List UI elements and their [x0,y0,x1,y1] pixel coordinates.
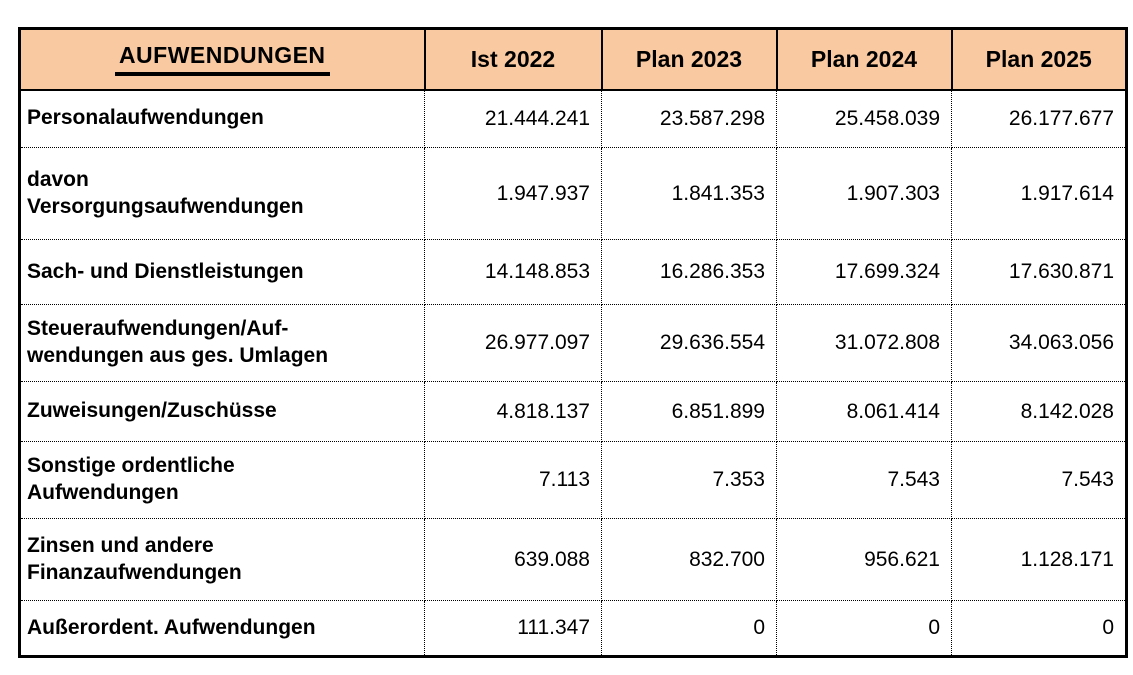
table-row: Sach- und Dienstleistungen 14.148.853 16… [19,239,1127,305]
value-cell: 1.128.171 [951,518,1127,601]
value-cell: 7.113 [424,441,602,519]
value-cell: 0 [776,600,952,657]
value-cell: 17.630.871 [951,239,1127,305]
value-cell: 1.907.303 [776,147,952,240]
value-cell: 31.072.808 [776,304,952,382]
value-cell: 4.818.137 [424,381,602,442]
value-cell: 29.636.554 [601,304,777,382]
table-row: Zinsen und andere Finanzaufwendungen 639… [19,518,1127,601]
value-cell: 8.061.414 [776,381,952,442]
header-cell-plan-2024: Plan 2024 [775,27,953,91]
value-cell: 21.444.241 [424,89,602,148]
row-label-sonstige-ordentliche: Sonstige ordentliche Aufwendungen [19,441,425,519]
value-cell: 26.177.677 [951,89,1127,148]
header-cell-aufwendungen: AUFWENDUNGEN [18,27,426,91]
value-cell: 14.148.853 [424,239,602,305]
value-cell: 23.587.298 [601,89,777,148]
value-cell: 639.088 [424,518,602,601]
table-row: Sonstige ordentliche Aufwendungen 7.113 … [19,441,1127,519]
header-cell-ist-2022: Ist 2022 [423,27,603,91]
row-label-zuweisungen-zuschuesse: Zuweisungen/Zuschüsse [19,381,425,442]
table-row: Steueraufwendungen/Auf- wendungen aus ge… [19,304,1127,382]
value-cell: 0 [951,600,1127,657]
value-cell: 17.699.324 [776,239,952,305]
value-cell: 1.917.614 [951,147,1127,240]
aufwendungen-table: AUFWENDUNGEN Ist 2022 Plan 2023 Plan 202… [18,27,1128,658]
value-cell: 832.700 [601,518,777,601]
header-cell-plan-2023: Plan 2023 [600,27,778,91]
row-label-steueraufwendungen: Steueraufwendungen/Auf- wendungen aus ge… [19,304,425,382]
row-label-sach-und-dienstleistungen: Sach- und Dienstleistungen [19,239,425,305]
value-cell: 8.142.028 [951,381,1127,442]
value-cell: 1.947.937 [424,147,602,240]
value-cell: 6.851.899 [601,381,777,442]
value-cell: 111.347 [424,600,602,657]
row-label-zinsen-finanzaufwendungen: Zinsen und andere Finanzaufwendungen [19,518,425,601]
value-cell: 7.543 [776,441,952,519]
value-cell: 34.063.056 [951,304,1127,382]
value-cell: 16.286.353 [601,239,777,305]
value-cell: 7.353 [601,441,777,519]
value-cell: 26.977.097 [424,304,602,382]
table-row: Personalaufwendungen 21.444.241 23.587.2… [19,89,1127,148]
header-row: AUFWENDUNGEN Ist 2022 Plan 2023 Plan 202… [18,27,1128,91]
header-cell-plan-2025: Plan 2025 [950,27,1128,91]
row-label-versorgungsaufwendungen: davon Versorgungsaufwendungen [19,147,425,240]
value-cell: 7.543 [951,441,1127,519]
table-row: davon Versorgungsaufwendungen 1.947.937 … [19,147,1127,240]
table-title: AUFWENDUNGEN [114,42,330,77]
table-row: Außerordent. Aufwendungen 111.347 0 0 0 [19,600,1127,657]
row-label-ausserordentliche: Außerordent. Aufwendungen [19,600,425,657]
value-cell: 0 [601,600,777,657]
table-row: Zuweisungen/Zuschüsse 4.818.137 6.851.89… [19,381,1127,442]
row-label-personalaufwendungen: Personalaufwendungen [19,89,425,148]
value-cell: 1.841.353 [601,147,777,240]
value-cell: 25.458.039 [776,89,952,148]
value-cell: 956.621 [776,518,952,601]
